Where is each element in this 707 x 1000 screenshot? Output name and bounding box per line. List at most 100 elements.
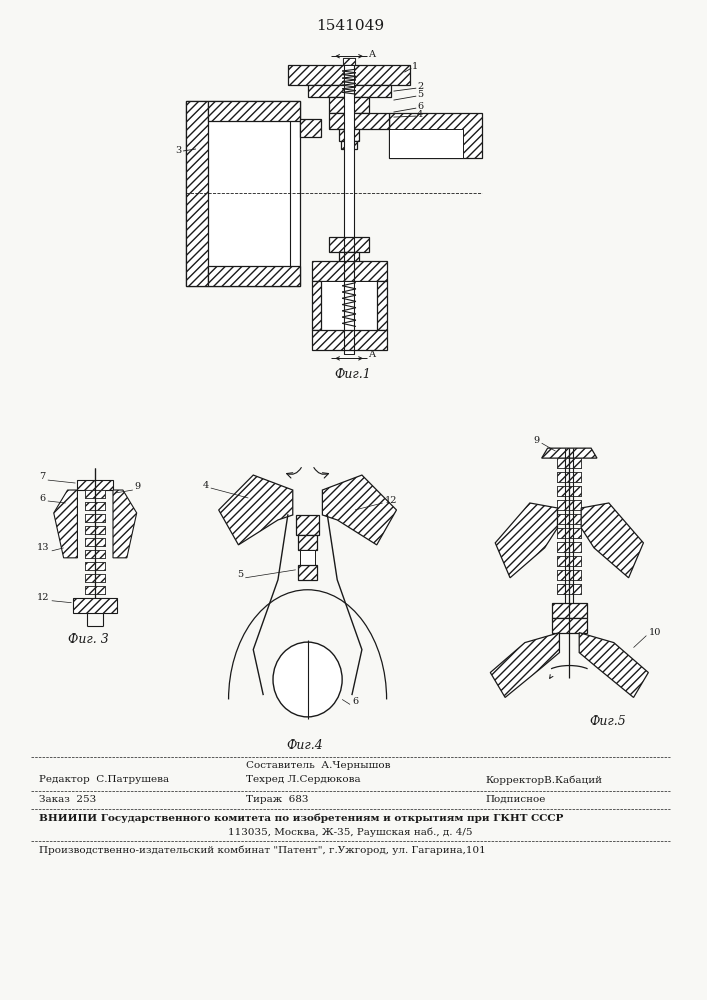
Polygon shape [74,598,117,613]
Text: 9: 9 [534,436,539,445]
Bar [86,562,105,570]
Bar [329,113,389,129]
Bar [558,570,581,580]
Bar [86,586,105,594]
Bar [86,538,105,546]
Bar [86,538,105,546]
Bar [344,65,354,354]
Bar [558,570,581,580]
Polygon shape [495,503,558,578]
Polygon shape [579,633,648,697]
Text: Тираж  683: Тираж 683 [246,795,309,804]
Text: 1: 1 [412,62,419,71]
Bar [308,85,390,97]
Text: Фиг.4: Фиг.4 [286,739,322,752]
Text: 10: 10 [648,628,661,637]
Bar [558,542,581,552]
Bar [558,514,581,524]
Bar [377,281,387,330]
Bar [86,550,105,558]
Bar [196,109,290,274]
Text: 5: 5 [417,90,423,99]
Text: 3: 3 [175,146,181,155]
Bar [86,574,105,582]
Bar [558,556,581,566]
Text: 6: 6 [352,697,358,706]
Polygon shape [113,490,136,558]
Bar [558,500,581,510]
Polygon shape [78,480,113,490]
Text: 6: 6 [40,494,46,503]
Bar [86,586,105,594]
Bar [86,526,105,534]
Text: Фиг.5: Фиг.5 [589,715,626,728]
Bar [558,472,581,482]
Text: 9: 9 [135,482,141,491]
Bar [86,514,105,522]
Text: 7: 7 [40,472,46,481]
Bar [320,281,379,330]
Text: 1541049: 1541049 [316,19,384,33]
Bar [551,603,587,618]
Bar [343,58,355,65]
Bar [86,514,105,522]
Text: Редактор  С.Патрушева: Редактор С.Патрушева [39,775,169,784]
Bar [186,101,208,286]
Polygon shape [581,503,643,578]
Text: Составитель  А.Чернышов: Составитель А.Чернышов [246,761,391,770]
Bar [86,550,105,558]
Bar [86,502,105,510]
Bar [186,101,300,286]
Text: Фиг.1: Фиг.1 [334,368,371,381]
Bar [558,486,581,496]
Text: 2: 2 [417,82,423,91]
Text: 4: 4 [417,110,423,119]
Bar [329,237,369,252]
Bar [86,574,105,582]
Text: 13: 13 [37,543,49,552]
Ellipse shape [273,642,342,717]
Bar [312,330,387,350]
Bar [298,565,317,580]
Bar [558,514,581,524]
Text: A: A [368,350,375,359]
Bar [558,528,581,538]
Bar [558,584,581,594]
Bar [300,119,322,137]
Bar [208,101,300,121]
Bar [558,458,581,468]
Bar [341,141,357,149]
Bar [296,515,320,535]
Polygon shape [542,448,597,458]
Text: 5: 5 [238,570,243,579]
Bar [558,486,581,496]
Bar [339,252,359,264]
Text: A: A [368,50,375,59]
Bar [86,490,105,498]
Text: Техред Л.Сердюкова: Техред Л.Сердюкова [246,775,361,784]
Bar [558,528,581,538]
Bar [339,129,359,141]
Bar [86,490,105,498]
Text: 12: 12 [37,593,49,602]
Bar [86,502,105,510]
Polygon shape [218,475,293,545]
Bar [558,500,581,510]
Bar [208,266,300,286]
Bar [300,550,315,565]
Text: 6: 6 [417,102,423,111]
Text: Подписное: Подписное [486,795,546,804]
Polygon shape [491,633,559,697]
Text: КорректорВ.Кабаций: КорректорВ.Кабаций [486,775,602,785]
Bar [298,535,317,550]
Text: Заказ  253: Заказ 253 [39,795,96,804]
Bar [389,129,462,158]
Text: 113035, Москва, Ж-35, Раушская наб., д. 4/5: 113035, Москва, Ж-35, Раушская наб., д. … [228,827,472,837]
Bar [558,584,581,594]
Bar [551,618,587,633]
Bar [312,281,322,330]
Polygon shape [322,475,397,545]
Text: 4: 4 [203,481,209,490]
Bar [288,65,410,85]
Bar [86,526,105,534]
